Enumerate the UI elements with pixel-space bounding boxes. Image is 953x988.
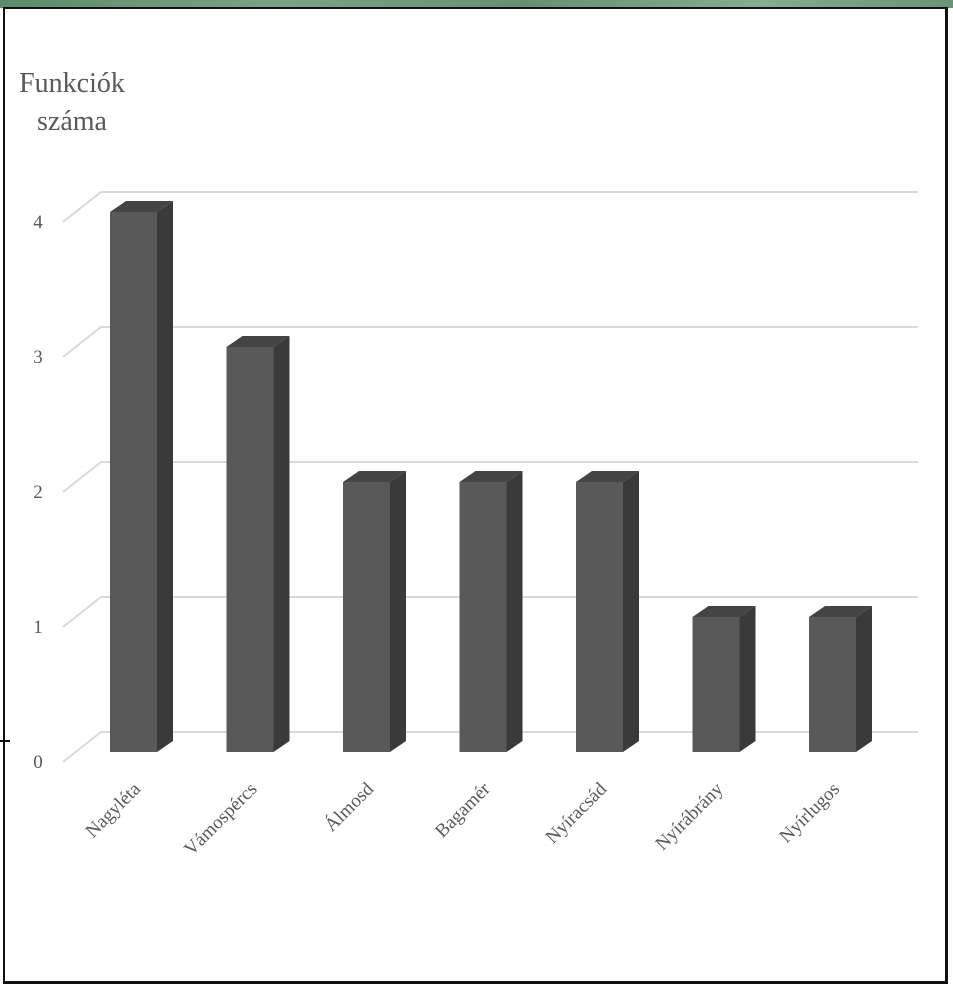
- chart-border: [3, 7, 948, 984]
- bar-front-face: [459, 482, 507, 752]
- y-axis-title-line-2: száma: [37, 106, 108, 137]
- gridline: [62, 596, 918, 628]
- bar-side-face: [390, 471, 406, 752]
- bar-top-face: [459, 471, 523, 482]
- bar-front-face: [110, 212, 157, 752]
- bar-side-face: [739, 606, 756, 752]
- bar-front-face: [809, 617, 856, 752]
- bar-side-face: [856, 606, 872, 752]
- y-axis-ticks: 0 1 2 3 4: [33, 212, 43, 773]
- bar-top-face: [343, 471, 406, 482]
- gridlines: [62, 191, 918, 763]
- y-tick-label: 1: [33, 617, 43, 638]
- x-category-label: Nyírlugos: [775, 779, 844, 848]
- bar-top-face: [809, 606, 872, 617]
- bar-top-face: [576, 471, 639, 482]
- bar: [576, 471, 639, 752]
- y-tick-label: 4: [33, 212, 43, 233]
- x-category-label: Nagyléta: [82, 778, 146, 842]
- bar-front-face: [343, 482, 390, 752]
- bar: [110, 201, 173, 752]
- bar-top-face: [692, 606, 756, 617]
- bar-front-face: [226, 347, 274, 752]
- y-tick-label: 3: [33, 347, 43, 368]
- y-tick-label: 2: [33, 482, 43, 503]
- x-category-label: Vámospércs: [180, 779, 261, 860]
- bar-top-face: [110, 201, 173, 212]
- bar-front-face: [576, 482, 623, 752]
- x-category-label: Álmosd: [320, 778, 378, 836]
- decorative-header-strip: [0, 0, 953, 8]
- y-axis-title-line-1: Funkciók: [19, 68, 125, 99]
- bar: [809, 606, 872, 752]
- bar-top-face: [226, 336, 290, 347]
- gridline: [62, 191, 918, 223]
- x-category-label: Bagamér: [431, 778, 495, 842]
- bar: [226, 336, 290, 752]
- x-axis-category-labels: Nagyléta Vámospércs Álmosd Bagamér Nyíracsád…: [82, 778, 844, 860]
- y-tick-label: 0: [33, 752, 43, 773]
- x-category-label: Nyírábrány: [651, 778, 727, 854]
- bar: [343, 471, 406, 752]
- gridline: [62, 326, 918, 358]
- x-category-label: Nyíracsád: [542, 778, 612, 848]
- bar: [692, 606, 756, 752]
- gridline: [62, 731, 918, 763]
- bar-side-face: [506, 471, 523, 752]
- bar-side-face: [623, 471, 639, 752]
- bars: [110, 201, 872, 752]
- bar-front-face: [692, 617, 740, 752]
- bar: [459, 471, 523, 752]
- bar-side-face: [157, 201, 173, 752]
- gridline: [62, 461, 918, 493]
- left-edge-marker: [0, 740, 10, 742]
- bar-side-face: [273, 336, 290, 752]
